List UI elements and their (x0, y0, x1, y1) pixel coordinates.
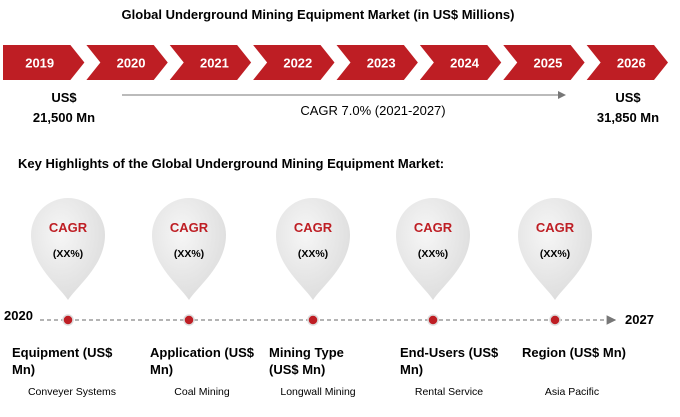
pin-value: (XX%) (540, 248, 570, 260)
year-label: 2021 (200, 56, 229, 71)
example-label: Rental Service (414, 386, 484, 398)
pin (31, 198, 105, 300)
title: Global Underground Mining Equipment Mark… (121, 7, 515, 22)
year-label: 2023 (367, 56, 396, 71)
year-label: 2024 (450, 56, 480, 71)
year-label: 2019 (25, 56, 54, 71)
pin (276, 197, 351, 300)
timeline-dot (549, 314, 561, 326)
timeline-dot (62, 314, 74, 326)
example-label: Longwall Mining (280, 386, 356, 398)
timeline-dot (307, 314, 319, 326)
end-currency: US$ (615, 90, 641, 105)
pin (396, 198, 470, 300)
category-label: Application (US$ Mn) (150, 345, 255, 377)
year-chevron (503, 45, 585, 80)
category-label: Mining Type (US$ Mn) (269, 345, 344, 377)
cagr-text: CAGR 7.0% (2021-2027) (300, 103, 446, 118)
category-label: End-Users (US$ Mn) (400, 345, 499, 377)
timeline-dot (183, 314, 195, 326)
year-chevron (253, 45, 335, 80)
year-chevron (419, 45, 502, 80)
example-label: Asia Pacific (544, 386, 600, 398)
pin-value: (XX%) (418, 248, 448, 260)
pin-value: (XX%) (174, 248, 204, 260)
year-chevron (3, 45, 85, 80)
pin (152, 198, 226, 300)
year-label: 2025 (533, 56, 562, 71)
timeline-end: 2027 (625, 312, 654, 327)
year-label: 2022 (283, 56, 312, 71)
example-label: Coal Mining (174, 386, 230, 398)
pin-value: (XX%) (53, 248, 83, 260)
pin-label: CAGR (536, 220, 575, 235)
timeline-start: 2020 (4, 308, 33, 323)
timeline-dot (427, 314, 439, 326)
category-label: Region (US$ Mn) (522, 345, 626, 360)
category-label: Equipment (US$ Mn) (12, 345, 113, 377)
end-value: 31,850 Mn (596, 110, 660, 125)
year-chevron (586, 45, 668, 80)
year-label: 2026 (617, 56, 646, 71)
year-chevron (86, 45, 168, 80)
example-label: Conveyer Systems (27, 386, 117, 398)
year-label: 2020 (117, 56, 146, 71)
pin-label: CAGR (170, 220, 209, 235)
pin (518, 198, 592, 300)
pin-value: (XX%) (298, 248, 328, 260)
pin-label: CAGR (49, 220, 88, 235)
year-chevron (169, 45, 252, 80)
year-chevron (336, 45, 418, 80)
pin-label: CAGR (294, 220, 333, 235)
highlights-title: Key Highlights of the Global Underground… (18, 156, 445, 171)
start-value: 21,500 Mn (32, 110, 96, 125)
start-currency: US$ (51, 90, 77, 105)
pin-label: CAGR (414, 220, 453, 235)
